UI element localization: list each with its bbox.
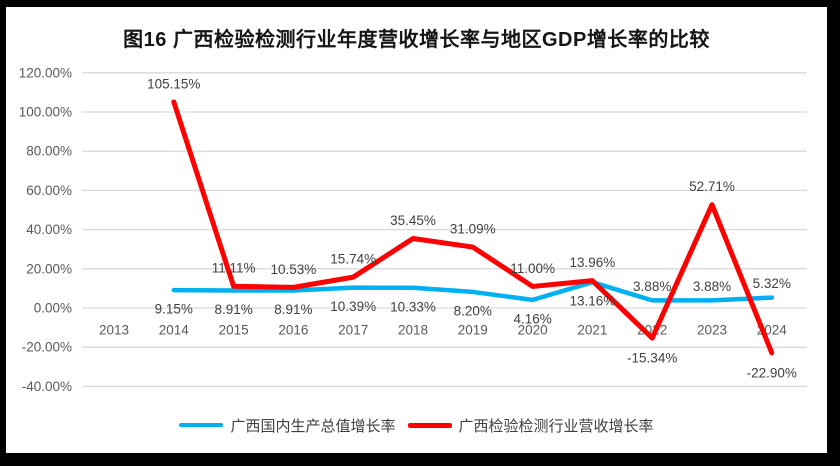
data-point-label: 3.88% [633, 279, 671, 294]
y-axis-tick-label: -40.00% [22, 379, 72, 394]
gdp-series-line [171, 279, 775, 303]
y-axis-tick-label: 0.00% [34, 301, 72, 316]
data-point-label: 13.96% [570, 255, 616, 270]
data-point-label: 10.53% [271, 262, 317, 277]
data-point-label: -15.34% [627, 351, 677, 366]
x-axis-tick-label: 2014 [159, 323, 190, 338]
chart-title: 图16 广西检验检测行业年度营收增长率与地区GDP增长率的比较 [123, 29, 710, 51]
data-point-label: 11.11% [212, 261, 256, 276]
legend-label-revenue: 广西检验检测行业营收增长率 [458, 417, 654, 435]
data-point-label: 8.91% [214, 302, 252, 317]
data-point-label: 8.20% [454, 303, 492, 318]
x-axis-tick-label: 2016 [278, 323, 308, 338]
legend-item-revenue: 广西检验检测行业营收增长率 [407, 415, 654, 436]
data-point-label: 10.33% [390, 299, 436, 314]
data-point-label: 35.45% [390, 213, 436, 228]
data-point-label: 11.00% [510, 261, 555, 276]
data-point-label: 52.71% [689, 179, 735, 194]
y-axis-tick-label: 60.00% [26, 183, 72, 198]
x-axis-tick-label: 2017 [338, 323, 368, 338]
data-point-label: -22.90% [747, 365, 797, 380]
x-axis-tick-label: 2019 [458, 323, 488, 338]
data-point-label: 9.15% [155, 302, 193, 317]
y-axis-tick-label: 80.00% [26, 144, 72, 159]
data-point-label: 10.39% [330, 299, 376, 314]
legend-label-gdp: 广西国内生产总值增长率 [230, 417, 396, 435]
revenue-line-swatch-icon [407, 422, 452, 428]
x-axis-tick-label: 2021 [577, 323, 607, 338]
data-point-label: 13.16% [570, 294, 616, 309]
legend: 广西国内生产总值增长率 广西检验检测行业营收增长率 [6, 413, 827, 437]
y-axis-tick-label: 100.00% [19, 105, 72, 120]
y-axis-tick-label: 20.00% [26, 261, 72, 276]
plot-area: 120.00% 100.00% 80.00% 60.00% 40.00% 20.00% 0.… [19, 65, 807, 394]
x-axis-tick-label: 2018 [398, 323, 428, 338]
x-axis-tick-label: 2023 [697, 323, 727, 338]
data-point-label: 15.74% [330, 252, 376, 267]
data-point-label: 105.15% [147, 76, 200, 91]
y-axis-tick-label: 40.00% [26, 222, 72, 237]
y-axis-tick-label: 120.00% [19, 65, 72, 80]
data-point-label: 4.16% [513, 311, 551, 326]
gdp-line-swatch-icon [179, 423, 224, 427]
data-point-label: 3.88% [693, 279, 731, 294]
data-point-label: 31.09% [450, 222, 496, 237]
x-axis-tick-label: 2013 [99, 323, 129, 338]
revenue-series-line [171, 99, 775, 356]
data-point-label: 8.91% [274, 302, 312, 317]
y-axis-tick-label: -20.00% [22, 340, 72, 355]
data-point-label: 5.32% [753, 276, 791, 291]
x-axis-tick-label: 2015 [219, 323, 249, 338]
x-axis-tick-label: 2020 [518, 323, 548, 338]
legend-item-gdp: 广西国内生产总值增长率 [179, 415, 396, 436]
